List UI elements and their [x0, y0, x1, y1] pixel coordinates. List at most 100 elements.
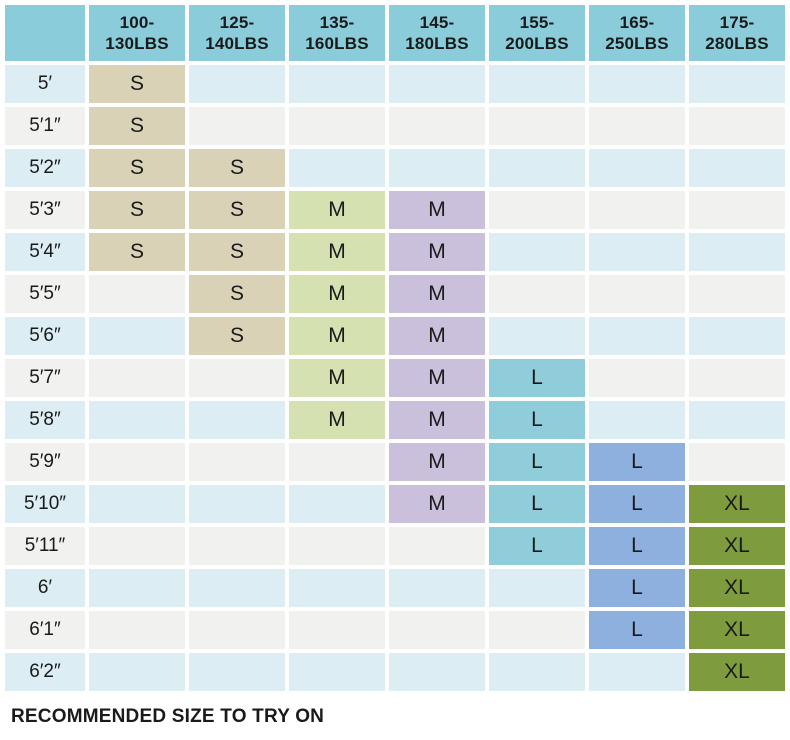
- empty-cell: [289, 611, 385, 649]
- empty-cell: [89, 527, 185, 565]
- empty-cell: [489, 65, 585, 103]
- size-cell: M: [289, 233, 385, 271]
- height-row-label: 5′: [5, 65, 85, 103]
- table-row: 5′1″ S: [5, 107, 785, 145]
- size-cell: M: [289, 191, 385, 229]
- weight-column-header: 125- 140LBS: [189, 5, 285, 61]
- weight-column-header: 165- 250LBS: [589, 5, 685, 61]
- empty-cell: [389, 527, 485, 565]
- table-row: 5′7″ M M L: [5, 359, 785, 397]
- size-cell: XL: [689, 527, 785, 565]
- size-cell: S: [189, 149, 285, 187]
- weight-column-header: 145- 180LBS: [389, 5, 485, 61]
- size-cell: XL: [689, 611, 785, 649]
- size-cell: S: [89, 107, 185, 145]
- empty-cell: [89, 653, 185, 691]
- empty-cell: [289, 485, 385, 523]
- size-cell: S: [189, 233, 285, 271]
- empty-cell: [289, 569, 385, 607]
- table-row: 5′11″ L L XL: [5, 527, 785, 565]
- empty-cell: [289, 65, 385, 103]
- size-cell: S: [89, 191, 185, 229]
- size-cell: M: [389, 359, 485, 397]
- size-cell: S: [89, 233, 185, 271]
- table-row: 6′2″ XL: [5, 653, 785, 691]
- empty-cell: [89, 569, 185, 607]
- size-cell: S: [89, 149, 185, 187]
- height-row-label: 5′3″: [5, 191, 85, 229]
- empty-cell: [289, 107, 385, 145]
- height-row-label: 5′6″: [5, 317, 85, 355]
- empty-cell: [189, 569, 285, 607]
- empty-cell: [189, 65, 285, 103]
- table-row: 5′8″ M M L: [5, 401, 785, 439]
- empty-cell: [89, 611, 185, 649]
- empty-cell: [489, 569, 585, 607]
- empty-cell: [689, 149, 785, 187]
- empty-cell: [689, 275, 785, 313]
- corner-cell: [5, 5, 85, 61]
- empty-cell: [389, 569, 485, 607]
- empty-cell: [489, 149, 585, 187]
- size-cell: M: [389, 317, 485, 355]
- size-cell: M: [289, 275, 385, 313]
- empty-cell: [389, 611, 485, 649]
- table-row: 5′3″ S S M M: [5, 191, 785, 229]
- empty-cell: [289, 653, 385, 691]
- size-cell: L: [489, 401, 585, 439]
- height-row-label: 5′10″: [5, 485, 85, 523]
- table-row: 5′10″ M L L XL: [5, 485, 785, 523]
- empty-cell: [89, 317, 185, 355]
- empty-cell: [489, 191, 585, 229]
- empty-cell: [689, 191, 785, 229]
- empty-cell: [489, 233, 585, 271]
- size-cell: L: [589, 611, 685, 649]
- empty-cell: [189, 653, 285, 691]
- empty-cell: [589, 107, 685, 145]
- weight-column-header: 100- 130LBS: [89, 5, 185, 61]
- empty-cell: [189, 527, 285, 565]
- height-row-label: 5′9″: [5, 443, 85, 481]
- empty-cell: [189, 485, 285, 523]
- size-cell: M: [389, 233, 485, 271]
- empty-cell: [89, 401, 185, 439]
- size-cell: M: [389, 401, 485, 439]
- height-row-label: 6′2″: [5, 653, 85, 691]
- height-row-label: 5′7″: [5, 359, 85, 397]
- height-row-label: 5′11″: [5, 527, 85, 565]
- size-cell: L: [489, 359, 585, 397]
- empty-cell: [189, 611, 285, 649]
- empty-cell: [489, 275, 585, 313]
- table-row: 6′ L XL: [5, 569, 785, 607]
- empty-cell: [489, 653, 585, 691]
- empty-cell: [589, 275, 685, 313]
- empty-cell: [189, 107, 285, 145]
- table-row: 5′5″ S M M: [5, 275, 785, 313]
- table-row: 6′1″ L XL: [5, 611, 785, 649]
- empty-cell: [689, 317, 785, 355]
- height-row-label: 5′4″: [5, 233, 85, 271]
- size-chart-body: 5′ S 5′1″ S 5′2″ S S 5′3″ S S M M 5′4″ S S M M 5′5″ S M M 5′6…: [5, 65, 785, 691]
- size-cell: M: [389, 443, 485, 481]
- empty-cell: [489, 107, 585, 145]
- empty-cell: [589, 317, 685, 355]
- size-cell: M: [289, 359, 385, 397]
- height-row-label: 6′: [5, 569, 85, 607]
- empty-cell: [689, 65, 785, 103]
- empty-cell: [689, 107, 785, 145]
- size-cell: S: [89, 65, 185, 103]
- size-cell: L: [589, 569, 685, 607]
- size-cell: L: [489, 485, 585, 523]
- height-row-label: 5′5″: [5, 275, 85, 313]
- empty-cell: [89, 485, 185, 523]
- empty-cell: [589, 653, 685, 691]
- empty-cell: [189, 443, 285, 481]
- size-cell: M: [389, 275, 485, 313]
- table-row: 5′9″ M L L: [5, 443, 785, 481]
- empty-cell: [389, 149, 485, 187]
- header-row: 100- 130LBS 125- 140LBS 135- 160LBS 145- 18…: [5, 5, 785, 61]
- empty-cell: [389, 653, 485, 691]
- size-cell: S: [189, 275, 285, 313]
- size-cell: M: [389, 191, 485, 229]
